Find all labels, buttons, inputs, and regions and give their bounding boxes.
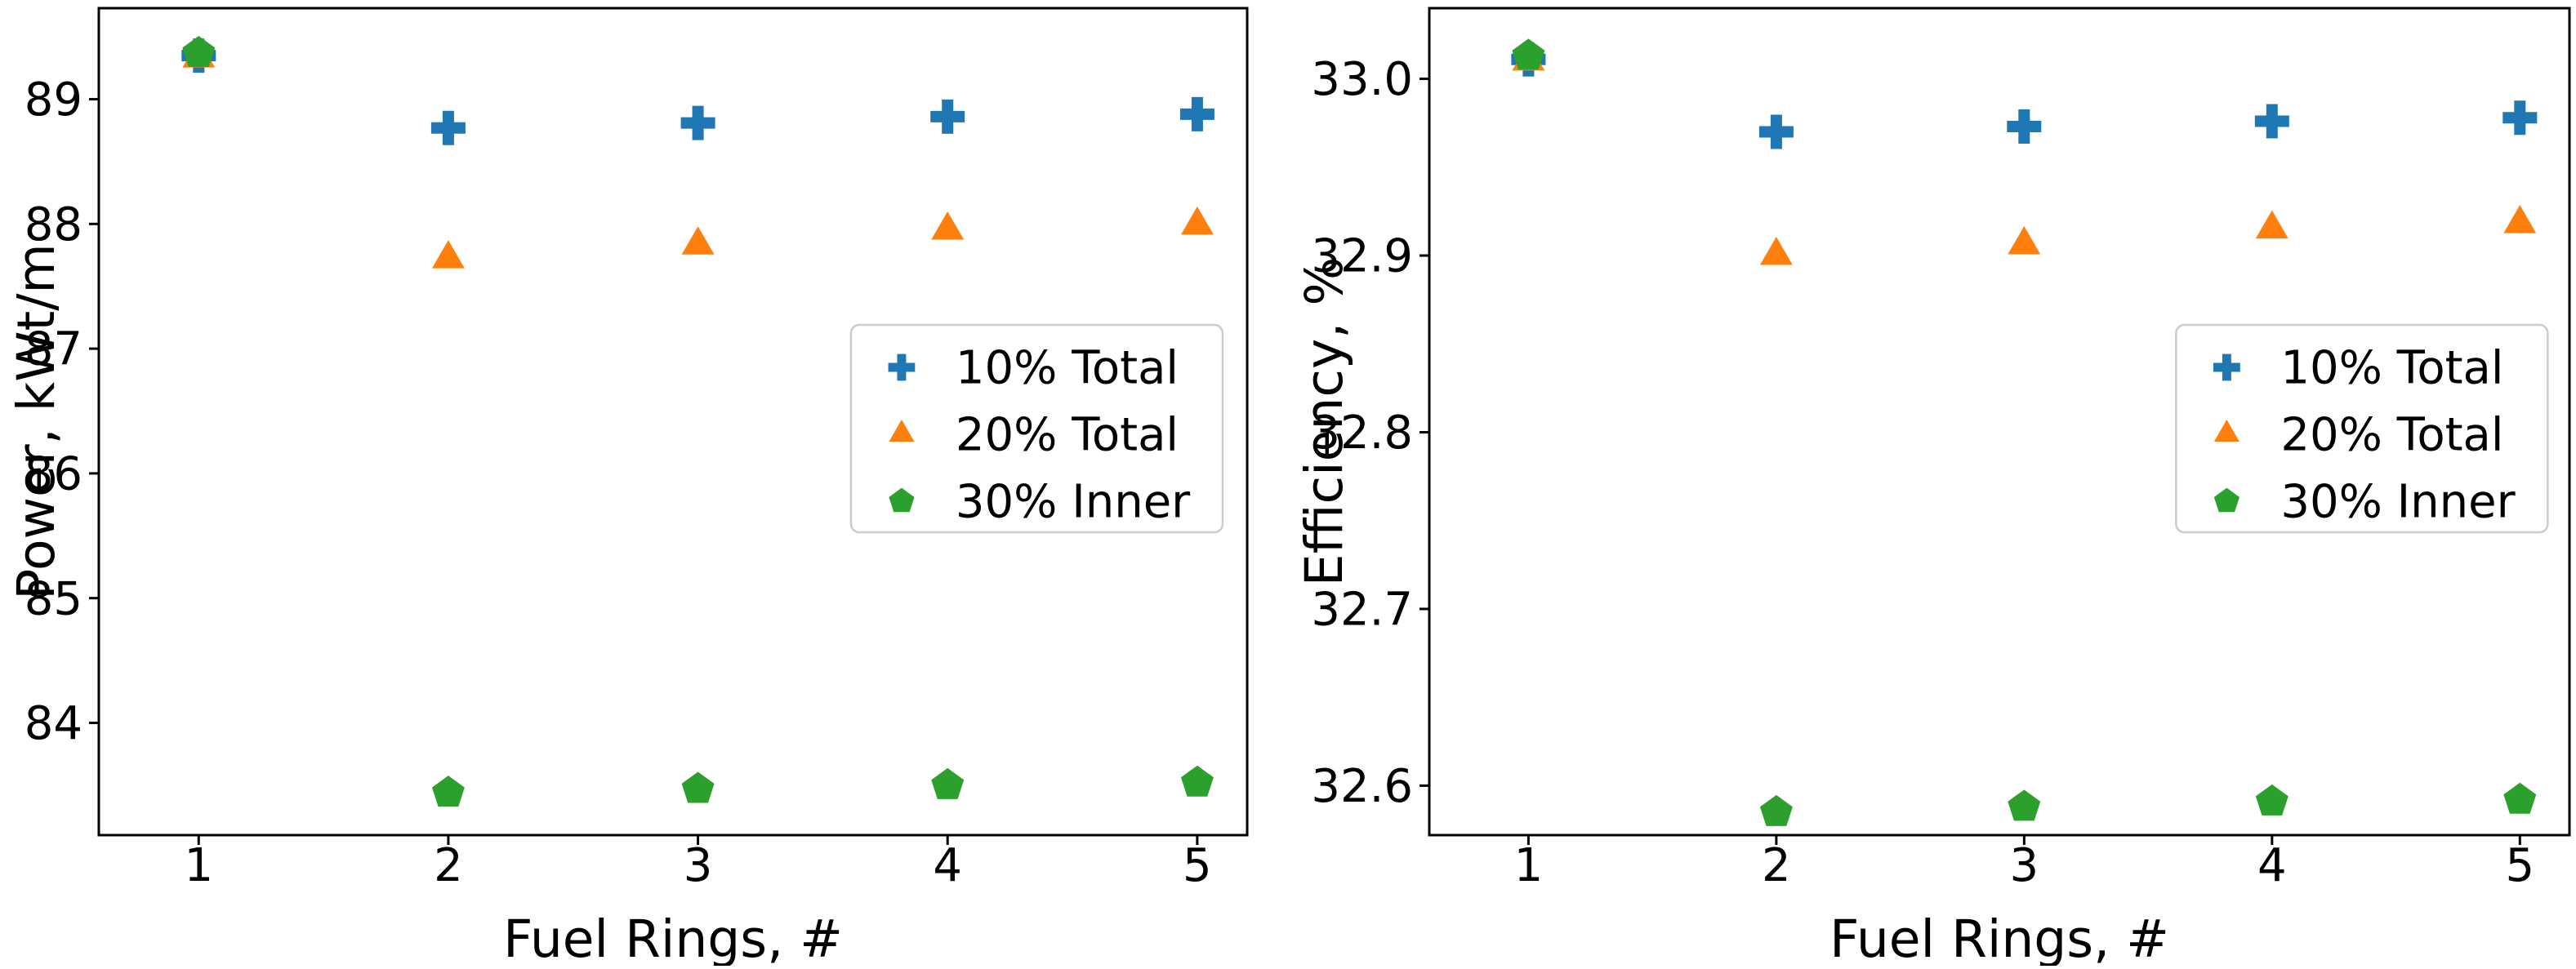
- data-point-plus-marker: [430, 110, 466, 145]
- data-point-plus-marker: [930, 99, 965, 134]
- y-axis-label: Efficiency, %: [1295, 257, 1354, 586]
- x-axis-tick-label: 1: [1514, 839, 1544, 892]
- x-axis-label: Fuel Rings, #: [503, 909, 843, 966]
- legend-box: [2175, 323, 2549, 534]
- data-point-pentagon-marker: [2255, 784, 2289, 816]
- y-axis-tick-label: 32.6: [1311, 760, 1413, 813]
- data-point-triangle-marker: [2503, 205, 2537, 233]
- y-axis-tick-label: 32.8: [1311, 407, 1413, 460]
- x-axis-tick-label: 4: [2257, 839, 2287, 892]
- data-point-plus-marker: [680, 105, 715, 140]
- legend-label: 30% Inner: [956, 476, 1191, 529]
- y-axis-tick-label: 32.7: [1311, 584, 1413, 637]
- data-point-triangle-marker: [1759, 237, 1793, 265]
- legend-label: 30% Inner: [2280, 476, 2516, 529]
- x-axis-tick-label: 2: [1762, 839, 1791, 892]
- data-point-pentagon-marker: [2008, 789, 2041, 821]
- y-axis-tick-label: 87: [25, 323, 82, 376]
- legend-plus-icon: [888, 353, 916, 381]
- data-point-plus-marker: [1758, 114, 1794, 149]
- data-point-pentagon-marker: [1512, 38, 1545, 70]
- y-axis-tick-label: 85: [25, 572, 82, 625]
- legend-label: 10% Total: [2280, 342, 2503, 395]
- axis-spine: [97, 7, 1249, 837]
- x-axis-tick-label: 4: [933, 839, 962, 892]
- y-axis-tick-label: 88: [25, 198, 82, 251]
- legend-label: 20% Total: [2280, 409, 2503, 462]
- data-point-pentagon-marker: [681, 771, 715, 803]
- y-axis-tick-label: 86: [25, 448, 82, 501]
- y-axis-tick-label: 84: [25, 697, 82, 750]
- legend: 10% Total 20% Total 30% Inner: [849, 323, 1224, 534]
- legend-plus-icon: [2213, 353, 2240, 381]
- data-point-plus-marker: [2502, 100, 2538, 136]
- chart-canvas: 1 2 3 4 5 32.6 32.7 32.8 32.9 33.0 Fuel Rings, # Ef…: [1295, 7, 2571, 969]
- data-point-plus-marker: [2007, 109, 2042, 144]
- data-point-triangle-marker: [431, 240, 465, 269]
- legend-entry: 30% Inner: [2213, 476, 2516, 529]
- legend-triangle-icon: [2213, 420, 2240, 442]
- y-axis-tick-label: 32.9: [1311, 230, 1413, 283]
- legend-pentagon-icon: [889, 487, 915, 513]
- data-point-pentagon-marker: [2503, 782, 2537, 814]
- legend-entry: 20% Total: [2213, 409, 2503, 462]
- x-axis-label: Fuel Rings, #: [1829, 909, 2169, 966]
- legend-entry: 10% Total: [888, 342, 1179, 395]
- data-point-plus-marker: [1179, 96, 1214, 131]
- data-point-plus-marker: [2254, 104, 2289, 139]
- data-point-pentagon-marker: [431, 776, 465, 807]
- x-axis-tick-label: 1: [184, 839, 213, 892]
- axis-spine: [1428, 7, 2571, 837]
- x-axis-tick-label: 2: [434, 839, 463, 892]
- legend-label: 10% Total: [956, 342, 1179, 395]
- data-point-triangle-marker: [931, 211, 965, 240]
- x-axis-tick-label: 5: [1183, 839, 1212, 892]
- data-point-triangle-marker: [2008, 226, 2041, 255]
- subplot-efficiency: 1 2 3 4 5 32.6 32.7 32.8 32.9 33.0 Fuel Rings, # Ef…: [1288, 0, 2576, 969]
- y-axis-label: Power, kWt/m: [7, 243, 66, 600]
- data-point-triangle-marker: [1180, 206, 1214, 235]
- data-point-pentagon-marker: [1180, 765, 1214, 797]
- chart-canvas: 1 2 3 4 5 84 85 86 87 88 89 Fuel Rings, # Power, kWt…: [7, 7, 1249, 969]
- subplot-power: 1 2 3 4 5 84 85 86 87 88 89 Fuel Rings, # Power, kWt…: [0, 0, 1288, 969]
- legend-triangle-icon: [889, 420, 915, 442]
- data-point-pentagon-marker: [1759, 794, 1793, 826]
- data-point-pentagon-marker: [931, 767, 965, 799]
- x-axis-tick-label: 3: [684, 839, 713, 892]
- data-point-triangle-marker: [2255, 210, 2289, 239]
- y-axis-tick-label: 89: [25, 73, 82, 127]
- legend-entry: 20% Total: [889, 409, 1179, 462]
- legend-entry: 30% Inner: [889, 476, 1191, 529]
- x-axis-tick-label: 5: [2505, 839, 2534, 892]
- x-axis-tick-label: 3: [2010, 839, 2039, 892]
- y-axis-tick-label: 33.0: [1311, 53, 1413, 106]
- legend-entry: 10% Total: [2213, 342, 2503, 395]
- data-point-triangle-marker: [681, 226, 715, 255]
- legend-box: [849, 323, 1224, 534]
- data-point-pentagon-marker: [182, 36, 216, 67]
- legend-label: 20% Total: [956, 409, 1179, 462]
- legend-pentagon-icon: [2213, 487, 2240, 513]
- legend: 10% Total 20% Total 30% Inner: [2175, 323, 2549, 534]
